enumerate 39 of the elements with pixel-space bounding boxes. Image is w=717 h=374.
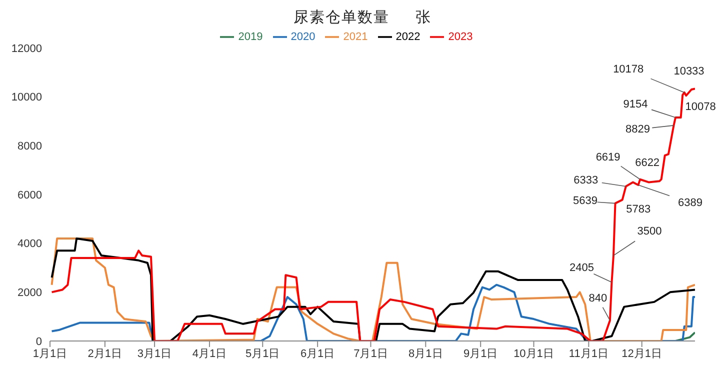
- annotation: 10078: [685, 100, 716, 113]
- annotation: 5783: [626, 204, 651, 216]
- x-tick-label: 7月1日: [354, 348, 388, 360]
- annotation: 6622: [635, 157, 660, 170]
- legend-label: 2019: [238, 30, 263, 43]
- y-tick-label: 6000: [18, 189, 42, 202]
- x-tick-label: 1月1日: [32, 348, 68, 360]
- x-tick-label: 8月1日: [408, 348, 443, 360]
- annotation: 840: [588, 292, 608, 304]
- annotation: 3500: [637, 225, 662, 238]
- y-tick-label: 8000: [18, 140, 42, 153]
- x-tick-label: 6月1日: [300, 348, 335, 360]
- legend-label: 2023: [448, 30, 473, 43]
- y-tick-label: 2000: [18, 287, 42, 300]
- x-tick-label: 9月1日: [463, 348, 498, 360]
- x-tick-label: 5月1日: [246, 348, 280, 360]
- annotation: 10178: [613, 63, 644, 76]
- annotation: 9154: [623, 98, 648, 110]
- y-tick-label: 12000: [11, 42, 42, 55]
- legend-label: 2020: [290, 30, 316, 43]
- x-tick-label: 11月1日: [568, 348, 608, 360]
- annotation: 5639: [573, 195, 598, 208]
- x-tick-label: 2月1日: [88, 348, 122, 360]
- x-tick-label: 12月1日: [622, 348, 662, 360]
- annotation: 8829: [625, 123, 650, 136]
- chart-title: 尿素仓单数量 张: [292, 8, 432, 28]
- y-tick-label: 0: [36, 336, 42, 348]
- x-tick-label: 4月1日: [192, 348, 227, 360]
- legend-label: 2022: [396, 30, 420, 43]
- annotation: 2405: [569, 262, 594, 274]
- annotation: 6389: [678, 196, 703, 209]
- annotation: 6333: [574, 174, 598, 186]
- y-tick-label: 4000: [18, 238, 42, 250]
- annotation: 10333: [674, 66, 704, 78]
- x-tick-label: 3月1日: [137, 348, 172, 360]
- annotation: 6619: [596, 151, 620, 164]
- y-tick-label: 10000: [11, 92, 42, 104]
- legend-label: 2021: [343, 30, 368, 43]
- x-tick-label: 10月1日: [514, 348, 554, 360]
